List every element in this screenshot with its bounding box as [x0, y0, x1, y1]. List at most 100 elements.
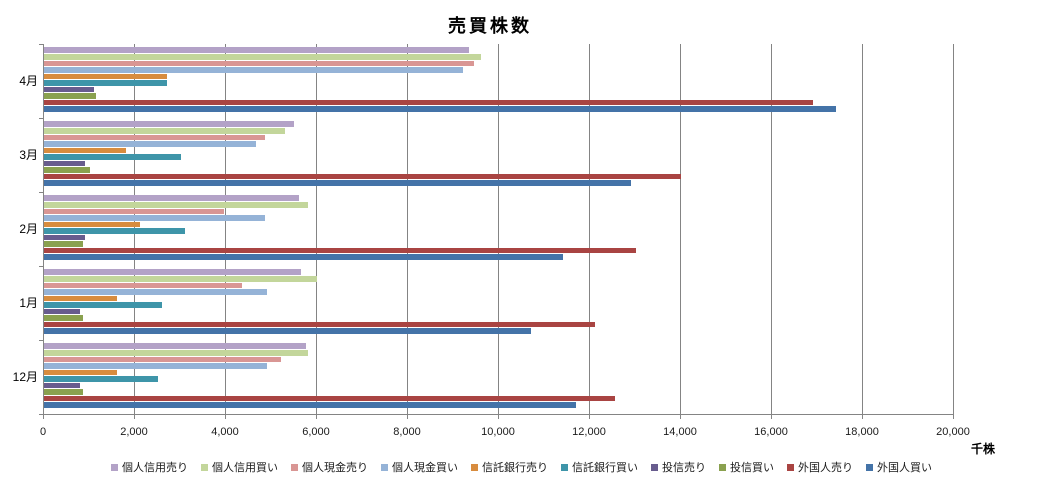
legend-label: 個人現金買い: [392, 462, 458, 474]
bar-個人信用売り-3月: [44, 121, 295, 127]
bar-信託銀行売り-3月: [44, 147, 126, 154]
bar-個人現金売り-4月: [44, 60, 474, 67]
bar-個人現金買い-1月: [44, 289, 267, 295]
legend-label: 外国人売り: [798, 462, 853, 474]
y-axis-tick: [39, 192, 43, 193]
gridline: [953, 44, 954, 414]
bar-信託銀行買い-12月: [44, 376, 158, 382]
legend-label: 個人信用売り: [122, 462, 188, 474]
x-axis-tick: [498, 415, 499, 419]
x-axis-tick: [771, 415, 772, 419]
x-axis-tick: [407, 415, 408, 419]
bar-個人信用売り-4月: [44, 47, 470, 53]
bar-信託銀行買い-2月: [44, 228, 186, 234]
bar-投信買い-12月: [44, 389, 83, 395]
legend-item-個人信用売り: 個人信用売り: [111, 459, 188, 475]
x-tick-label: 18,000: [845, 426, 879, 438]
legend-swatch: [719, 463, 726, 471]
gridline: [862, 44, 863, 414]
y-axis-tick: [39, 266, 43, 267]
x-tick-label: 16,000: [754, 426, 788, 438]
legend-label: 外国人買い: [877, 462, 932, 474]
legend-swatch: [651, 463, 658, 471]
legend-swatch: [291, 463, 298, 471]
x-tick-label: 14,000: [663, 426, 697, 438]
legend-label: 信託銀行買い: [572, 462, 638, 474]
bar-投信売り-12月: [44, 382, 81, 389]
legend: 個人信用売り 個人信用買い 個人現金売り 個人現金買い 信託銀行売り 信託銀行買い 投信売り…: [0, 459, 1043, 475]
bar-外国人売り-4月: [44, 99, 813, 106]
x-axis-tick: [953, 415, 954, 419]
y-axis-tick: [39, 414, 43, 415]
bar-外国人売り-2月: [44, 247, 636, 254]
legend-label: 個人現金売り: [302, 462, 368, 474]
bar-外国人買い-1月: [44, 328, 531, 334]
bar-投信買い-3月: [44, 167, 90, 173]
bar-個人現金買い-3月: [44, 141, 256, 147]
gridline: [407, 44, 408, 414]
bar-外国人売り-1月: [44, 321, 595, 328]
category-label: 3月: [19, 148, 38, 162]
category-label: 12月: [12, 370, 38, 384]
bar-外国人売り-3月: [44, 173, 681, 180]
bar-外国人買い-4月: [44, 106, 836, 112]
bar-個人現金売り-1月: [44, 282, 242, 289]
bar-個人信用買い-2月: [44, 201, 308, 208]
bar-信託銀行買い-1月: [44, 302, 163, 308]
bar-投信買い-4月: [44, 93, 97, 99]
x-tick-label: 12,000: [572, 426, 606, 438]
x-tick-label: 2,000: [120, 426, 148, 438]
legend-swatch: [111, 463, 118, 471]
legend-item-個人信用買い: 個人信用買い: [201, 459, 278, 475]
legend-item-信託銀行売り: 信託銀行売り: [471, 459, 548, 475]
x-tick-label: 20,000: [936, 426, 970, 438]
bar-外国人買い-2月: [44, 254, 563, 260]
bar-投信買い-2月: [44, 241, 83, 247]
bar-個人現金売り-2月: [44, 208, 224, 215]
legend-item-信託銀行買い: 信託銀行買い: [561, 459, 638, 475]
legend-item-個人現金買い: 個人現金買い: [381, 459, 458, 475]
x-tick-label: 10,000: [481, 426, 515, 438]
y-axis-tick: [39, 44, 43, 45]
bar-外国人買い-3月: [44, 180, 631, 186]
category-label: 1月: [19, 296, 38, 310]
x-axis-unit-label: 千株: [971, 442, 996, 456]
x-tick-label: 0: [39, 426, 47, 438]
bar-個人現金買い-12月: [44, 363, 267, 369]
y-axis-tick: [39, 118, 43, 119]
bar-個人信用売り-2月: [44, 195, 299, 201]
legend-item-個人現金売り: 個人現金売り: [291, 459, 368, 475]
legend-swatch: [866, 463, 873, 471]
x-tick-label: 8,000: [393, 426, 421, 438]
x-axis-tick: [680, 415, 681, 419]
x-axis-tick: [316, 415, 317, 419]
legend-swatch: [787, 463, 794, 471]
plot-area: [43, 44, 954, 415]
bar-信託銀行売り-4月: [44, 73, 167, 80]
legend-item-外国人買い: 外国人買い: [866, 459, 932, 475]
x-tick-label: 6,000: [302, 426, 330, 438]
x-axis-tick: [43, 415, 44, 419]
legend-item-投信売り: 投信売り: [651, 459, 706, 475]
bar-個人信用買い-3月: [44, 127, 286, 134]
bar-信託銀行売り-1月: [44, 295, 117, 302]
bar-個人現金売り-3月: [44, 134, 265, 141]
bar-個人信用買い-4月: [44, 53, 481, 60]
bar-信託銀行売り-2月: [44, 221, 140, 228]
gridline: [771, 44, 772, 414]
bar-投信売り-4月: [44, 86, 95, 93]
bar-個人信用買い-12月: [44, 349, 308, 356]
gridline: [316, 44, 317, 414]
y-axis-tick: [39, 340, 43, 341]
gridline: [589, 44, 590, 414]
bar-個人現金買い-4月: [44, 67, 463, 73]
legend-label: 投信買い: [730, 462, 774, 474]
x-axis-tick: [862, 415, 863, 419]
bar-投信売り-1月: [44, 308, 81, 315]
bar-投信買い-1月: [44, 315, 83, 321]
x-axis-tick: [225, 415, 226, 419]
bar-個人現金買い-2月: [44, 215, 265, 221]
bar-個人信用売り-12月: [44, 343, 306, 349]
bar-外国人売り-12月: [44, 395, 616, 402]
